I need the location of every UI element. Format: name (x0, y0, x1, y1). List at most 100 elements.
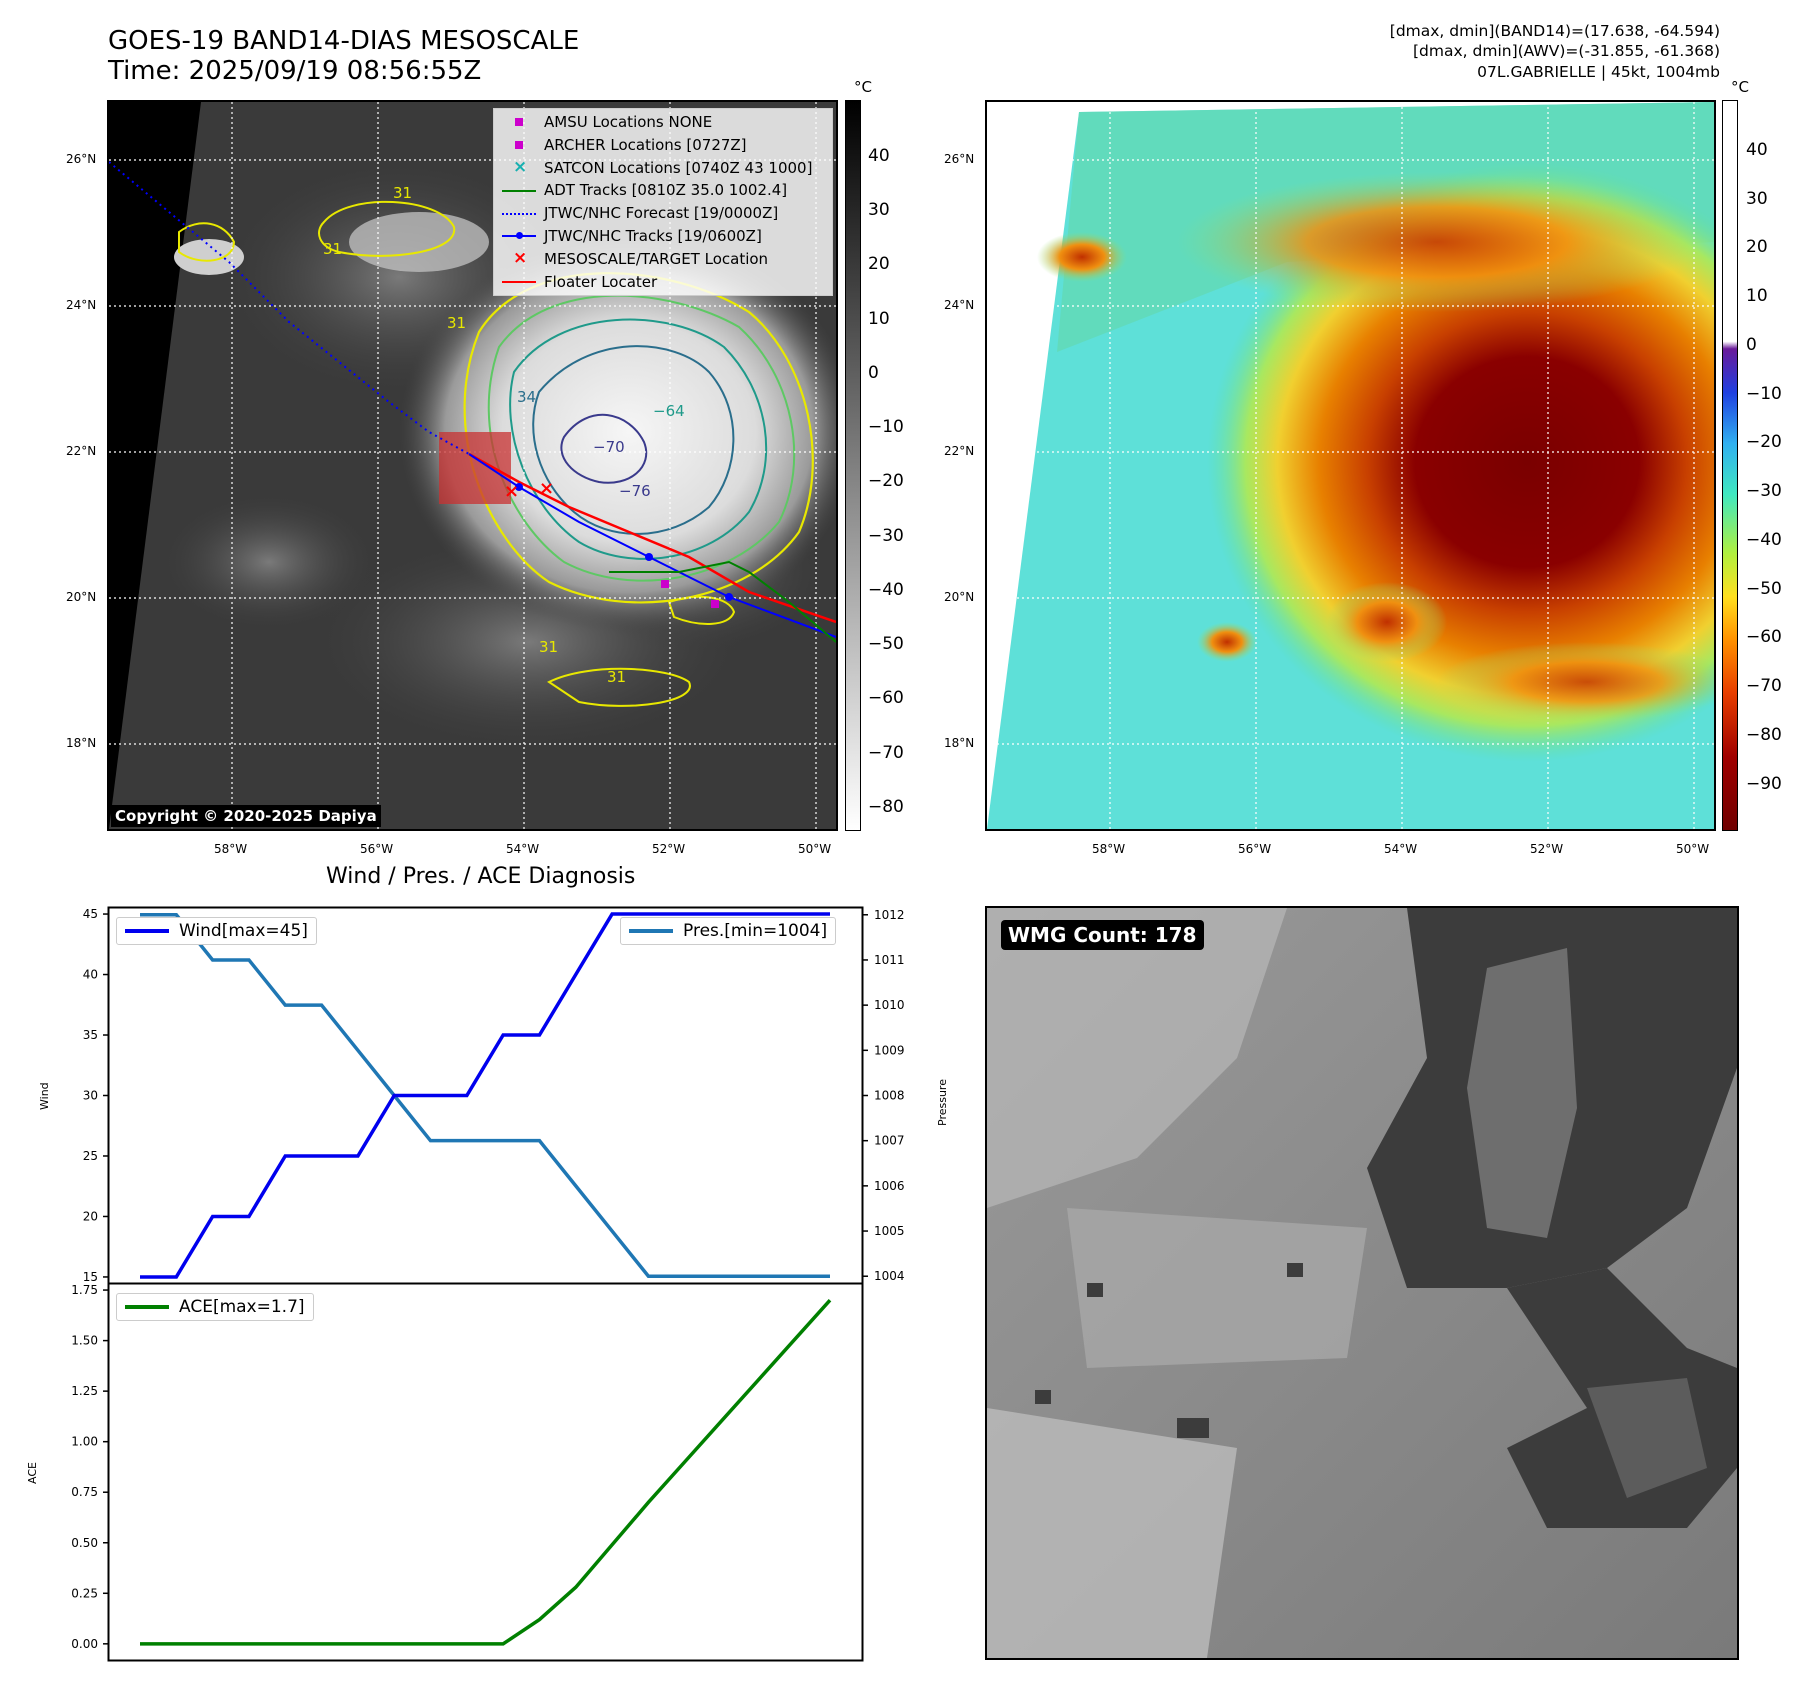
pressure-legend: Pres.[min=1004] (620, 917, 837, 945)
chart-title: GOES-19 BAND14-DIAS MESOSCALE (108, 26, 580, 56)
ir-colorbar (845, 100, 861, 831)
lon-label: 50°W (798, 842, 832, 856)
pressure-axis-tick-label: 1005 (874, 1224, 905, 1238)
wmg-image (987, 908, 1737, 1658)
lon-label: 56°W (360, 842, 394, 856)
ir-colorbar-tick: 0 (868, 363, 879, 383)
lon-label: 56°W (1238, 842, 1272, 856)
wind-legend: Wind[max=45] (116, 917, 317, 945)
lon-label: 58°W (1092, 842, 1126, 856)
contour-label: 31 (447, 314, 467, 332)
ir-colorbar-tick: −30 (868, 526, 904, 546)
legend-item: × MESOSCALE/TARGET Location (513, 248, 769, 269)
ir-colorbar-tick: −80 (868, 797, 904, 817)
contour-label: 31 (323, 240, 343, 258)
wind-axis-tick-label: 20 (83, 1209, 98, 1223)
awv-map-panel (985, 100, 1716, 831)
ace-axis-tick-label: 1.75 (71, 1283, 98, 1297)
ace-axes-frame (107, 1282, 864, 1662)
wmg-count-label: WMG Count: 178 (1001, 920, 1204, 950)
contour-label: 31 (393, 184, 413, 202)
lon-label: 52°W (1530, 842, 1564, 856)
legend-item: AMSU Locations NONE (500, 111, 826, 134)
legend-item: JTWC/NHC Tracks [19/0600Z] (500, 225, 826, 248)
lon-label: 52°W (652, 842, 686, 856)
svg-text:×: × (504, 481, 519, 502)
ir-colorbar-unit: °C (854, 78, 872, 96)
legend-item: × SATCON Locations [0740Z 43 1000] (513, 156, 813, 177)
pressure-axis-tick-label: 1011 (874, 953, 905, 967)
ace-axis-tick-label: 1.25 (71, 1384, 98, 1398)
lon-label: 58°W (214, 842, 248, 856)
pressure-axis-label: Pressure (936, 1079, 949, 1126)
wind-axis-tick-label: 25 (83, 1149, 98, 1163)
diagnosis-chart: 15 20 25 30 35 40 45 1004 1005 1006 1007 1008 1009 1… (71, 906, 905, 1662)
ace-axis-tick-label: 0.25 (71, 1586, 98, 1600)
awv-colorbar-tick: 40 (1746, 140, 1768, 160)
info-storm: 07L.GABRIELLE | 45kt, 1004mb (1477, 63, 1720, 81)
ace-axis-label: ACE (26, 1462, 39, 1484)
lat-label: 18°N (66, 736, 97, 750)
ir-colorbar-tick: 10 (868, 309, 890, 329)
contour-label: −70 (593, 438, 625, 456)
wind-pressure-axes-frame (107, 906, 864, 1285)
legend-item: JTWC/NHC Forecast [19/0000Z] (500, 202, 826, 225)
awv-colorbar (1722, 100, 1738, 831)
ir-colorbar-tick: −60 (868, 688, 904, 708)
wind-axis-label: Wind (38, 1082, 51, 1110)
diagnosis-title: Wind / Pres. / ACE Diagnosis (326, 864, 636, 889)
lat-label: 22°N (66, 444, 97, 458)
ir-colorbar-tick: −40 (868, 580, 904, 600)
pressure-axis-tick-label: 1007 (874, 1134, 905, 1148)
lat-label: 24°N (944, 298, 975, 312)
ir-map-panel: × × 31 31 31 34 −64 −70 −76 31 31 AMSU L… (107, 100, 838, 831)
pressure-axis-tick-label: 1008 (874, 1089, 905, 1103)
info-band14: [dmax, dmin](BAND14)=(17.638, -64.594) (1389, 22, 1720, 40)
contour-label: 34 (517, 388, 537, 406)
awv-colorbar-tick: −70 (1746, 676, 1782, 696)
legend-item: ARCHER Locations [0727Z] (500, 134, 826, 157)
ir-colorbar-tick: 40 (868, 146, 890, 166)
wind-series-line (140, 912, 830, 1279)
ir-colorbar-tick: −50 (868, 634, 904, 654)
wind-axis-tick-label: 45 (83, 907, 98, 921)
wind-axis-tick-label: 15 (83, 1270, 98, 1284)
ir-colorbar-tick: −10 (868, 417, 904, 437)
wind-axis-tick-label: 30 (83, 1089, 98, 1103)
ace-axis-tick-label: 0.50 (71, 1536, 98, 1550)
awv-colorbar-tick: −80 (1746, 725, 1782, 745)
ir-colorbar-tick: 30 (868, 200, 890, 220)
ace-axis-tick-label: 1.00 (71, 1435, 98, 1449)
ace-axis-tick-label: 0.00 (71, 1637, 98, 1651)
awv-colorbar-tick: −30 (1746, 481, 1782, 501)
legend-item: Floater Locater (500, 271, 826, 294)
awv-colorbar-unit: °C (1731, 78, 1749, 96)
contour-label: 31 (607, 668, 627, 686)
lat-label: 26°N (66, 152, 97, 166)
awv-colorbar-tick: −50 (1746, 579, 1782, 599)
ir-colorbar-tick: 20 (868, 254, 890, 274)
awv-colorbar-tick: −60 (1746, 627, 1782, 647)
ace-axis-tick-label: 1.50 (71, 1334, 98, 1348)
ace-axis-tick-label: 0.75 (71, 1485, 98, 1499)
legend-item: ADT Tracks [0810Z 35.0 1002.4] (500, 179, 826, 202)
lat-label: 26°N (944, 152, 975, 166)
wind-axis-tick-label: 35 (83, 1028, 98, 1042)
pressure-series-line (140, 913, 830, 1278)
awv-map-image (987, 102, 1714, 829)
contour-label: −64 (653, 402, 685, 420)
pressure-axis-tick-label: 1004 (874, 1269, 905, 1283)
lon-label: 54°W (1384, 842, 1418, 856)
awv-colorbar-tick: 30 (1746, 189, 1768, 209)
svg-text:×: × (539, 478, 554, 499)
pressure-axis-tick-label: 1012 (874, 908, 905, 922)
copyright-label: Copyright © 2020-2025 Dapiya (111, 805, 381, 827)
wmg-panel: WMG Count: 178 (985, 906, 1739, 1660)
lat-label: 20°N (944, 590, 975, 604)
contour-label: −76 (619, 482, 651, 500)
awv-colorbar-tick: 0 (1746, 335, 1757, 355)
ace-series-line (140, 1299, 832, 1646)
wind-axis-tick-label: 40 (83, 968, 98, 982)
lat-label: 22°N (944, 444, 975, 458)
awv-colorbar-tick: 10 (1746, 286, 1768, 306)
